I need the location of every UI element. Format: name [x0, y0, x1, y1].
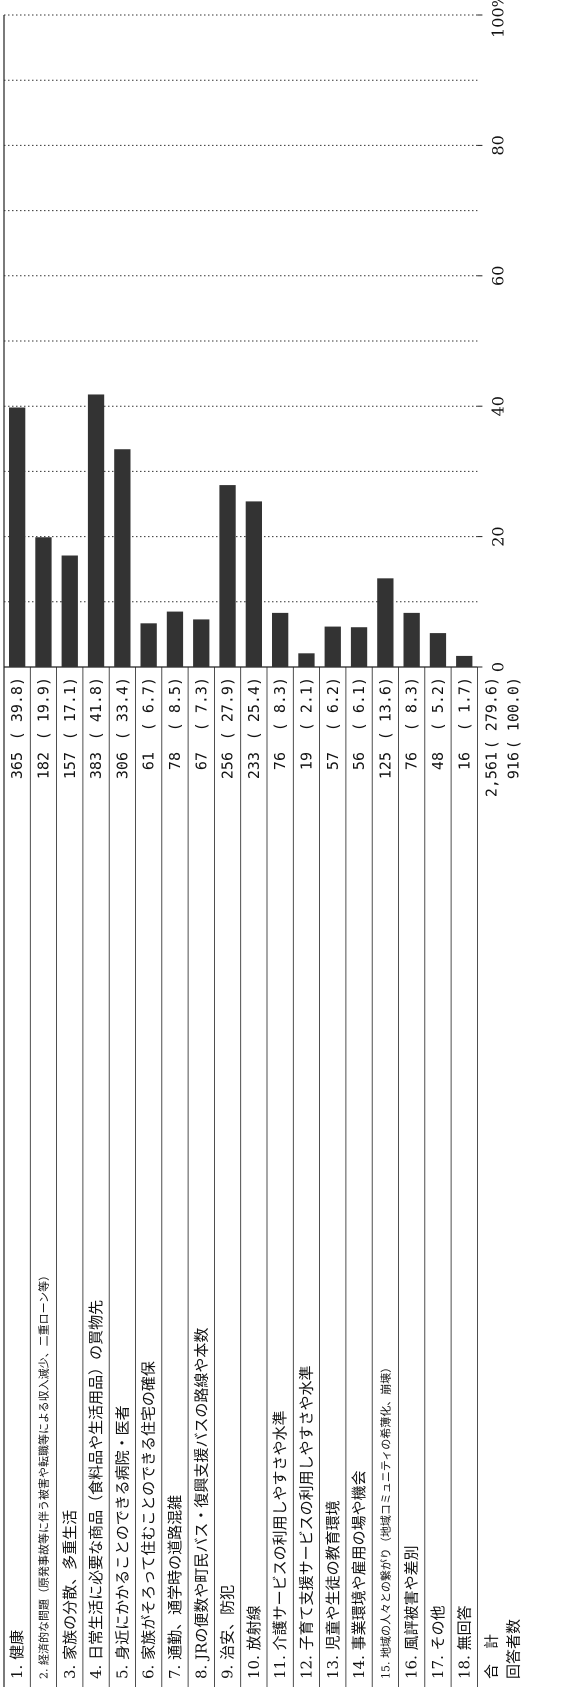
- category-label: 12. 子育て支援サービスの利用しやすさや水準: [297, 1366, 315, 1679]
- count-label: 56: [350, 752, 368, 770]
- respondents-percent: ( 100.0): [504, 677, 522, 749]
- bars: [9, 394, 473, 667]
- category-label: 16. 風評被害や差別: [403, 1545, 421, 1679]
- count-label: 256: [219, 752, 237, 779]
- category-label: 18. 無回答: [455, 1605, 473, 1679]
- count-label: 157: [61, 752, 79, 779]
- count-label: 125: [376, 752, 394, 779]
- total-percent: ( 279.6): [482, 677, 500, 749]
- tick-label: 60: [488, 266, 507, 286]
- percent-label: ( 2.1): [297, 677, 315, 731]
- count-label: 57: [324, 752, 342, 770]
- bar: [456, 655, 473, 667]
- category-label: 17. その他: [429, 1605, 447, 1679]
- percent-label: ( 27.9): [219, 677, 237, 740]
- respondents-count: 916: [504, 752, 522, 779]
- percent-label: ( 7.3): [192, 677, 210, 731]
- category-label: 14. 事業環境や雇用の場や機会: [350, 1470, 368, 1679]
- percent-label: ( 5.2): [429, 677, 447, 731]
- category-label: 8. JRの便数や町民バス・復興支援バスの路線や本数: [192, 1328, 210, 1679]
- category-label: 11. 介護サービスの利用しやすさや水準: [271, 1411, 289, 1679]
- tick-label: 40: [488, 396, 507, 416]
- percent-label: ( 13.6): [376, 677, 394, 740]
- bar: [272, 612, 289, 667]
- count-label: 365: [8, 752, 26, 779]
- category-label: 5. 身近にかかることのできる病院・医者: [113, 1405, 131, 1679]
- category-label: 13. 児童や生徒の教育環境: [324, 1500, 342, 1679]
- category-label: 6. 家族がそろって住むことのできる住宅の確保: [140, 1361, 158, 1679]
- percent-label: ( 8.3): [403, 677, 421, 731]
- total-count: 2,561: [482, 752, 500, 797]
- bar: [298, 653, 315, 667]
- bar: [245, 501, 262, 667]
- tick-label: 80: [488, 135, 507, 155]
- tick-label: 100%: [488, 0, 507, 38]
- count-label: 61: [140, 752, 158, 770]
- category-label: 7. 通勤、通学時の道路混雑: [166, 1495, 184, 1679]
- percent-label: ( 19.9): [34, 677, 52, 740]
- bar: [87, 394, 105, 667]
- bar: [403, 612, 420, 667]
- count-label: 306: [113, 752, 131, 779]
- respondents-label: 回答者数: [504, 1619, 522, 1679]
- percent-label: ( 6.1): [350, 677, 368, 731]
- count-label: 233: [245, 752, 263, 779]
- percent-label: ( 8.5): [166, 677, 184, 731]
- category-label: 4. 日常生活に必要な商品（食料品や生活用品）の買物先: [87, 1300, 105, 1679]
- count-label: 76: [271, 752, 289, 770]
- percent-label: ( 33.4): [113, 677, 131, 740]
- percent-label: ( 6.2): [324, 677, 342, 731]
- category-label: 3. 家族の分散、多重生活: [61, 1510, 79, 1679]
- count-label: 48: [429, 752, 447, 770]
- count-label: 67: [192, 752, 210, 770]
- category-label: 1. 健康: [8, 1630, 26, 1679]
- bar: [35, 537, 52, 667]
- count-label: 16: [455, 752, 473, 770]
- bar: [219, 485, 236, 667]
- tick-label: 0: [488, 662, 507, 672]
- bar: [350, 627, 368, 667]
- percent-label: ( 8.3): [271, 677, 289, 731]
- grid-lines: [3, 14, 478, 1687]
- bar: [166, 611, 184, 667]
- bar: [114, 449, 131, 667]
- count-label: 383: [87, 752, 105, 779]
- bar: [377, 578, 394, 667]
- percent-label: ( 17.1): [61, 677, 79, 740]
- count-label: 78: [166, 752, 184, 770]
- total-label: 合 計: [482, 1634, 500, 1679]
- percent-label: ( 1.7): [455, 677, 473, 731]
- bar: [324, 626, 341, 667]
- data-table: 1. 健康 365 ( 39.8) 2. 経済的な問題（原発事故等に伴う被害や転職等に…: [8, 667, 522, 1687]
- bar: [61, 555, 78, 667]
- bar: [193, 619, 210, 667]
- percent-label: ( 6.7): [140, 677, 158, 731]
- category-label: 15. 地域の人々との繋がり（地域コミュニティの希薄化、崩壊）: [378, 1362, 392, 1679]
- count-label: 182: [34, 752, 52, 779]
- category-label: 2. 経済的な問題（原発事故等に伴う被害や転職等による収入減少、二重ローン等）: [36, 1270, 50, 1679]
- count-label: 76: [403, 752, 421, 770]
- bar: [140, 623, 157, 667]
- bar: [9, 407, 26, 667]
- percent-label: ( 41.8): [87, 677, 105, 740]
- category-label: 10. 放射線: [245, 1605, 263, 1679]
- category-label: 9. 治安、防犯: [219, 1585, 237, 1679]
- bar: [429, 633, 447, 667]
- percent-label: ( 25.4): [245, 677, 263, 740]
- percent-label: ( 39.8): [8, 677, 26, 740]
- tick-label: 20: [488, 526, 507, 546]
- count-label: 19: [297, 752, 315, 770]
- value-axis: 0 20 40 60 80 100%: [477, 0, 507, 672]
